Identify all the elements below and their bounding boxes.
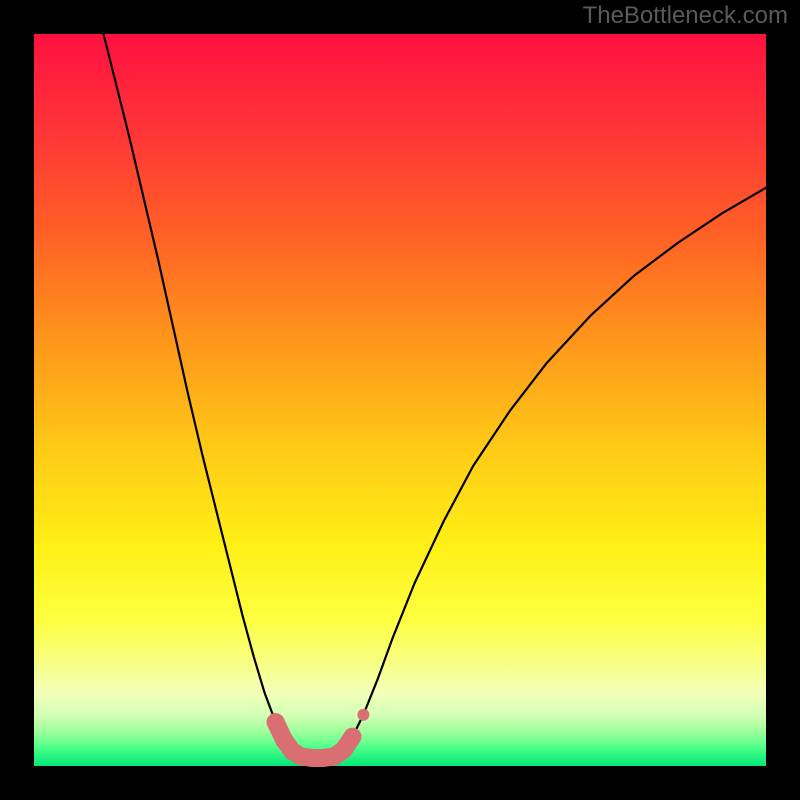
range-marker-dot [343, 728, 361, 746]
bottleneck-chart [0, 0, 800, 800]
range-marker-dot [267, 713, 285, 731]
gradient-background [34, 34, 766, 766]
watermark-text: TheBottleneck.com [583, 2, 788, 30]
chart-container: TheBottleneck.com [0, 0, 800, 800]
extra-marker-dot [357, 709, 369, 721]
